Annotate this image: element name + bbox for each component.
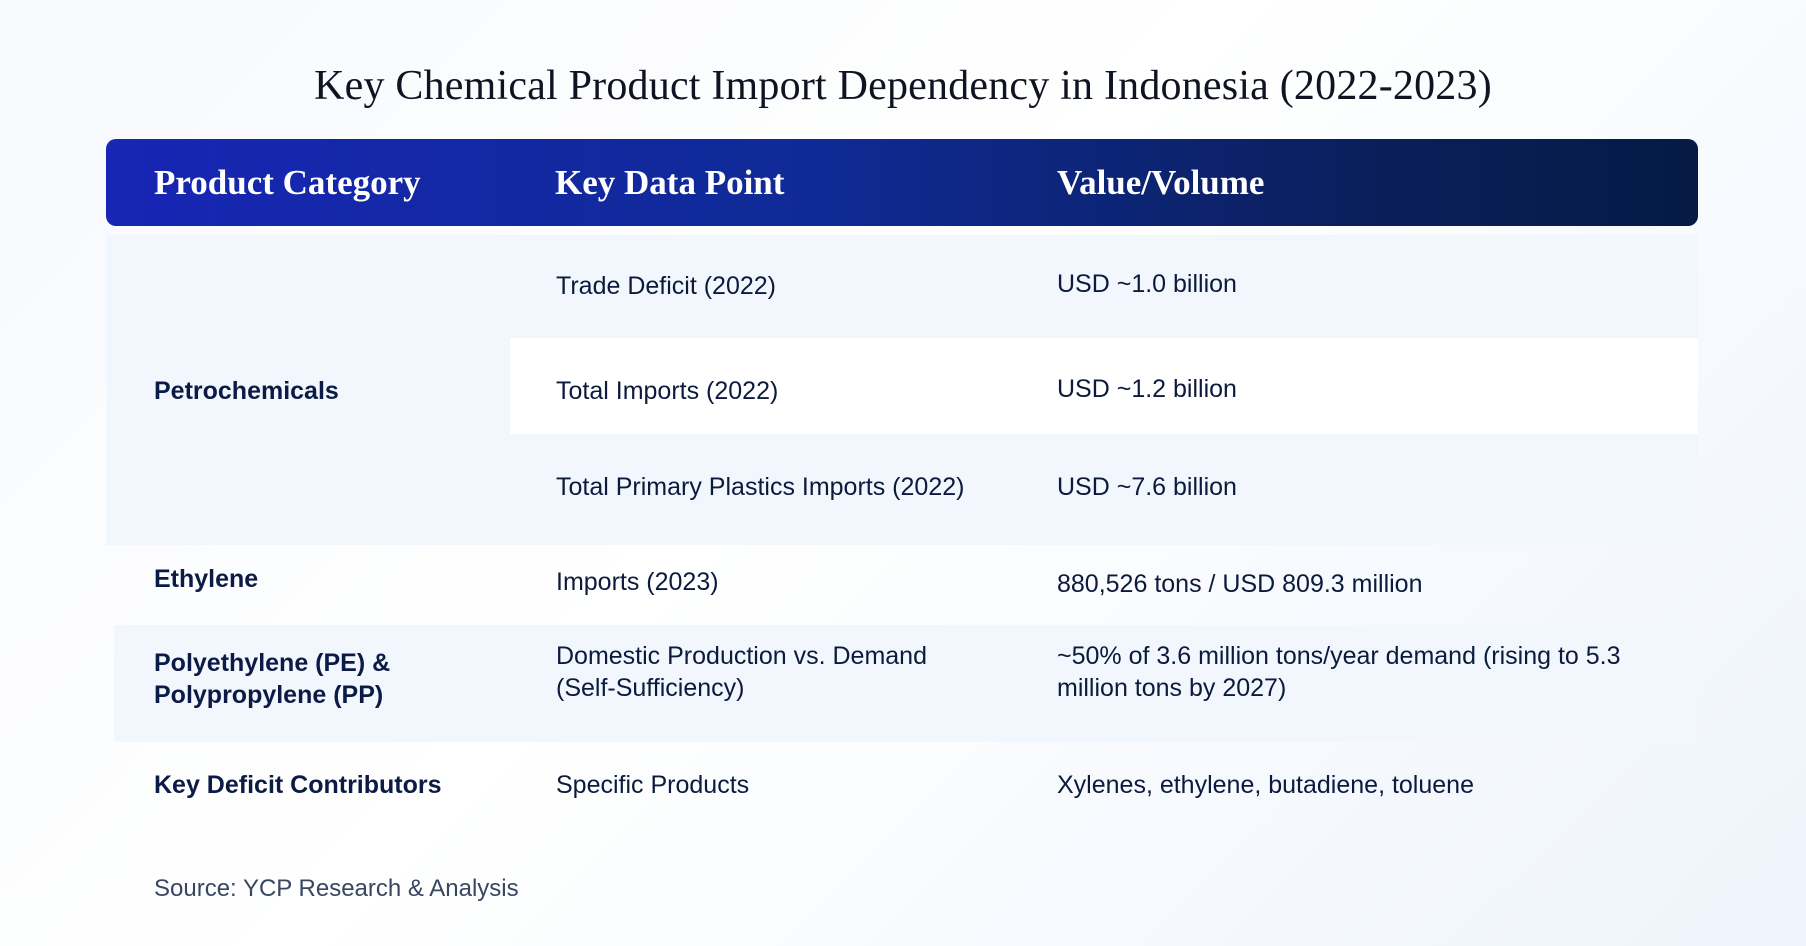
point-pe-pp-line1: Domestic Production vs. Demand [556,642,927,670]
page-title: Key Chemical Product Import Dependency i… [314,63,1492,109]
value-ethylene-imports: 880,526 tons / USD 809.3 million [1057,570,1423,598]
pe-pp-row-band [114,625,1698,742]
point-specific-products: Specific Products [556,771,750,799]
table-header: Product Category Key Data Point Value/Vo… [106,139,1698,226]
value-pe-pp-line1: ~50% of 3.6 million tons/year demand (ri… [1057,642,1621,670]
category-key-deficit-contributors: Key Deficit Contributors [154,771,442,799]
point-trade-deficit: Trade Deficit (2022) [556,272,776,300]
petrochemicals-category-band [106,235,510,545]
header-value-volume: Value/Volume [1057,163,1265,202]
category-pe-pp-line2: Polypropylene (PP) [154,681,384,709]
header-key-data-point: Key Data Point [555,163,785,202]
petrochemicals-row3-band [510,434,1698,545]
source-note: Source: YCP Research & Analysis [154,875,519,902]
value-specific-products: Xylenes, ethylene, butadiene, toluene [1057,771,1474,799]
header-product-category: Product Category [154,163,421,202]
point-total-imports: Total Imports (2022) [556,377,779,405]
value-trade-deficit: USD ~1.0 billion [1057,270,1237,298]
value-primary-plastics: USD ~7.6 billion [1057,473,1237,501]
point-primary-plastics: Total Primary Plastics Imports (2022) [556,473,965,501]
value-total-imports: USD ~1.2 billion [1057,375,1237,403]
value-pe-pp-line2: million tons by 2027) [1057,674,1287,702]
point-ethylene-imports: Imports (2023) [556,568,719,596]
data-table: Product Category Key Data Point Value/Vo… [106,139,1698,226]
category-ethylene: Ethylene [154,565,259,593]
category-petrochemicals: Petrochemicals [154,377,339,405]
point-pe-pp-line2: (Self-Sufficiency) [556,674,745,702]
category-pe-pp-line1: Polyethylene (PE) & [154,649,391,677]
petrochemicals-row1-band [510,235,1698,338]
petrochemicals-row2-band [510,338,1698,434]
